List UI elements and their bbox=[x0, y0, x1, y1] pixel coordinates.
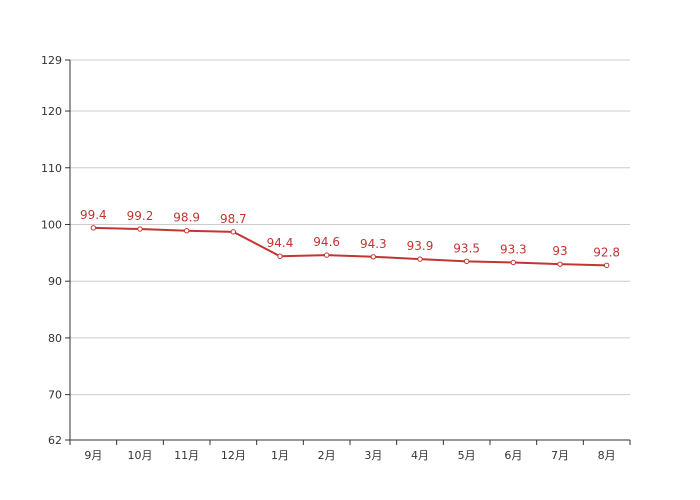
data-label: 94.6 bbox=[313, 235, 340, 249]
data-label: 93.9 bbox=[407, 239, 434, 253]
data-label: 93 bbox=[552, 244, 567, 258]
data-point[interactable] bbox=[230, 229, 237, 235]
y-tick-label: 110 bbox=[41, 162, 62, 175]
data-label: 93.5 bbox=[453, 241, 480, 255]
data-label: 94.4 bbox=[267, 236, 294, 250]
data-label: 99.2 bbox=[127, 209, 154, 223]
x-tick-label: 3月 bbox=[364, 449, 382, 462]
x-tick-label: 10月 bbox=[128, 449, 153, 462]
data-label: 98.7 bbox=[220, 212, 247, 226]
data-point[interactable] bbox=[510, 259, 517, 266]
y-tick-label: 70 bbox=[48, 389, 62, 402]
x-axis: 9月 10月 11月 12月 1月 2月 3月 4月 5月 6月 7月 8月 bbox=[69, 439, 631, 462]
data-label: 92.8 bbox=[593, 245, 620, 259]
x-tick-label: 11月 bbox=[174, 449, 199, 462]
y-axis: 62 70 80 90 100 110 120 129 bbox=[41, 54, 71, 447]
x-tick-label: 2月 bbox=[318, 449, 336, 462]
grid-lines bbox=[70, 59, 630, 396]
data-label: 94.3 bbox=[360, 237, 387, 251]
x-tick-label: 9月 bbox=[84, 449, 102, 462]
series-line bbox=[93, 226, 607, 267]
data-point[interactable] bbox=[463, 258, 470, 265]
data-label: 99.4 bbox=[80, 208, 107, 222]
y-tick-label: 100 bbox=[41, 218, 62, 231]
y-tick-label: 129 bbox=[41, 54, 62, 67]
data-point[interactable] bbox=[603, 262, 610, 269]
x-tick-label: 12月 bbox=[221, 449, 246, 462]
series-line-group bbox=[90, 225, 610, 269]
data-point[interactable] bbox=[323, 252, 330, 258]
data-point[interactable] bbox=[90, 225, 97, 231]
y-tick-label: 90 bbox=[48, 275, 62, 288]
data-point[interactable] bbox=[137, 226, 143, 232]
x-tick-label: 1月 bbox=[271, 449, 289, 462]
y-tick-label: 80 bbox=[48, 332, 62, 345]
data-labels: 99.4 99.2 98.9 98.7 94.4 94.6 94.3 93.9 93.5 93.3… bbox=[80, 208, 620, 259]
data-label: 93.3 bbox=[500, 242, 527, 256]
x-tick-label: 7月 bbox=[551, 449, 569, 462]
data-point[interactable] bbox=[417, 256, 423, 262]
x-tick-label: 5月 bbox=[458, 449, 476, 462]
data-point[interactable] bbox=[277, 253, 283, 259]
data-point[interactable] bbox=[183, 228, 190, 234]
x-tick-label: 8月 bbox=[598, 449, 616, 462]
y-tick-label: 120 bbox=[41, 105, 62, 118]
data-point[interactable] bbox=[557, 261, 563, 267]
x-tick-label: 4月 bbox=[411, 449, 429, 462]
x-tick-label: 6月 bbox=[504, 449, 522, 462]
data-label: 98.9 bbox=[173, 211, 200, 225]
y-tick-label: 62 bbox=[48, 434, 62, 447]
data-point[interactable] bbox=[370, 254, 377, 260]
